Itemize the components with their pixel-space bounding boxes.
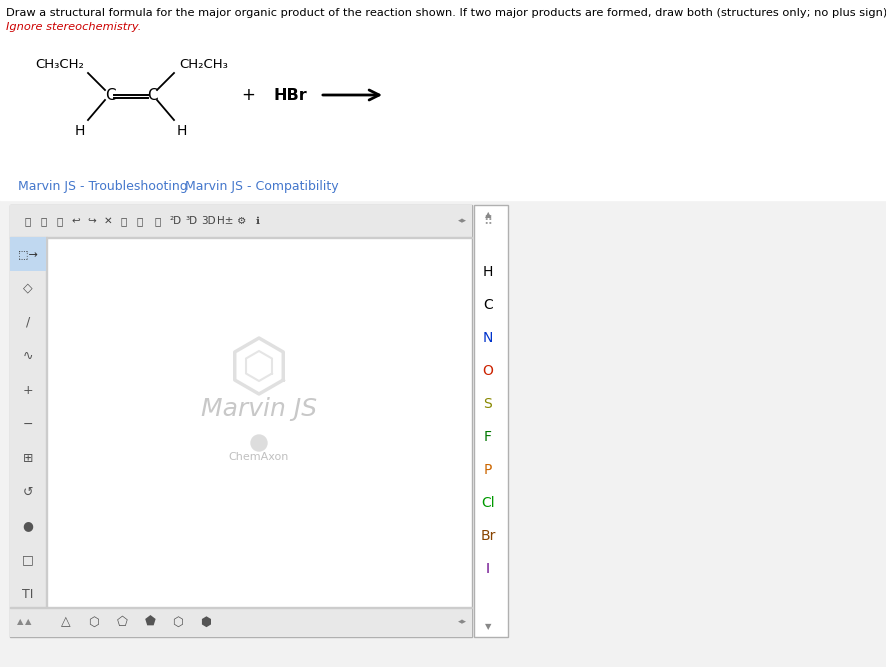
Text: S: S xyxy=(484,397,493,411)
Text: HBr: HBr xyxy=(273,87,307,103)
Text: Ignore stereochemistry.: Ignore stereochemistry. xyxy=(6,22,142,32)
Text: □: □ xyxy=(22,554,34,566)
Text: ⬡: ⬡ xyxy=(89,616,99,628)
Text: Draw a structural formula for the major organic product of the reaction shown. I: Draw a structural formula for the major … xyxy=(6,8,886,18)
Text: Cl: Cl xyxy=(481,496,494,510)
Bar xyxy=(10,205,472,637)
Text: ◂▸: ◂▸ xyxy=(457,217,467,225)
Text: ⬠: ⬠ xyxy=(117,616,128,628)
Bar xyxy=(10,237,472,238)
Text: ⬚→: ⬚→ xyxy=(18,249,38,259)
Text: +: + xyxy=(23,384,34,396)
Text: Marvin JS - Troubleshooting: Marvin JS - Troubleshooting xyxy=(18,180,188,193)
Text: ∿: ∿ xyxy=(23,350,34,362)
Text: H: H xyxy=(483,265,494,279)
Text: TI: TI xyxy=(22,588,34,600)
Bar xyxy=(10,205,472,237)
Bar xyxy=(0,0,886,200)
Text: ↩: ↩ xyxy=(72,216,81,226)
Bar xyxy=(46,237,47,607)
Text: ⬢: ⬢ xyxy=(200,616,212,628)
Text: ⠿: ⠿ xyxy=(484,215,493,227)
Text: C: C xyxy=(483,298,493,312)
Text: △: △ xyxy=(61,616,71,628)
Text: O: O xyxy=(483,364,494,378)
Text: ◇: ◇ xyxy=(23,281,33,295)
Text: ²D: ²D xyxy=(170,216,182,226)
Text: CH₂CH₃: CH₂CH₃ xyxy=(180,59,229,71)
Text: ↺: ↺ xyxy=(23,486,34,498)
Bar xyxy=(10,607,472,608)
Text: ▲: ▲ xyxy=(25,618,31,626)
Text: ⬡: ⬡ xyxy=(173,616,183,628)
Text: F: F xyxy=(484,430,492,444)
Text: ✕: ✕ xyxy=(104,216,113,226)
Text: H±: H± xyxy=(217,216,233,226)
Bar xyxy=(474,205,508,637)
Text: ◂▸: ◂▸ xyxy=(457,618,467,626)
Text: ³D: ³D xyxy=(186,216,198,226)
Circle shape xyxy=(251,435,267,451)
Text: Marvin JS: Marvin JS xyxy=(201,397,317,421)
Text: 💾: 💾 xyxy=(57,216,63,226)
Text: 🔍: 🔍 xyxy=(155,216,161,226)
Text: 📄: 📄 xyxy=(25,216,31,226)
Bar xyxy=(10,237,46,271)
Text: ⊞: ⊞ xyxy=(23,452,34,464)
Text: ChemAxon: ChemAxon xyxy=(229,452,289,462)
Text: CH₃CH₂: CH₃CH₂ xyxy=(35,59,84,71)
Text: 📁: 📁 xyxy=(41,216,47,226)
Text: 3D: 3D xyxy=(201,216,215,226)
Text: ⬟: ⬟ xyxy=(144,616,155,628)
Text: −: − xyxy=(23,418,34,430)
Text: N: N xyxy=(483,331,494,345)
Text: I: I xyxy=(486,562,490,576)
Text: Br: Br xyxy=(480,529,495,543)
Text: 📋: 📋 xyxy=(136,216,144,226)
Text: ▲: ▲ xyxy=(17,618,23,626)
Text: ▼: ▼ xyxy=(485,622,491,632)
Text: P: P xyxy=(484,463,493,477)
Text: ℹ: ℹ xyxy=(256,216,260,226)
Text: H: H xyxy=(74,124,85,138)
Text: +: + xyxy=(241,86,255,104)
Text: ●: ● xyxy=(22,520,34,532)
Bar xyxy=(10,237,46,607)
Text: /: / xyxy=(26,315,30,329)
Text: ⚙: ⚙ xyxy=(237,216,246,226)
Text: C: C xyxy=(147,87,158,103)
Text: Marvin JS - Compatibility: Marvin JS - Compatibility xyxy=(185,180,338,193)
Text: ▲: ▲ xyxy=(485,211,491,219)
Text: ↪: ↪ xyxy=(88,216,97,226)
Text: C: C xyxy=(105,87,115,103)
Text: H: H xyxy=(177,124,187,138)
Text: 📋: 📋 xyxy=(120,216,127,226)
Bar xyxy=(10,607,472,637)
